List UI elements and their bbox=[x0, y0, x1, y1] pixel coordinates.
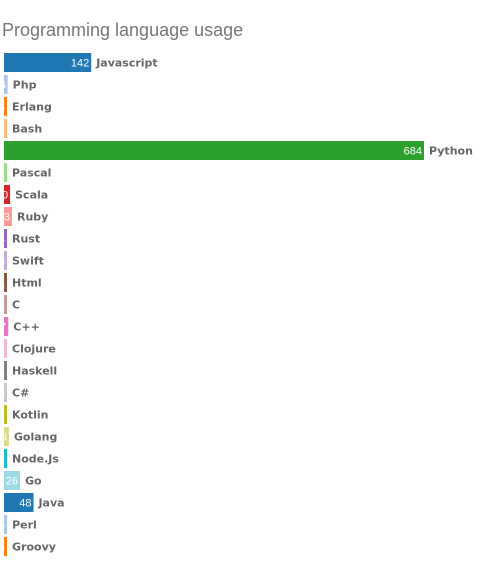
bar-value-label: 3 bbox=[0, 256, 5, 268]
bar-value-label: 1 bbox=[0, 278, 5, 290]
bar-kotlin bbox=[4, 405, 7, 424]
bar-erlang bbox=[4, 97, 7, 116]
bar-category-label: Php bbox=[13, 79, 37, 92]
bar-row-java: 48 Java bbox=[4, 493, 65, 512]
bar-category-label: Ruby bbox=[17, 211, 48, 224]
bar-go bbox=[4, 471, 20, 490]
bar-row-groovy: 4 Groovy bbox=[0, 537, 56, 556]
bar-row-node-js: 2 Node.Js bbox=[0, 449, 59, 468]
bar-category-label: C++ bbox=[13, 321, 40, 334]
bar-category-label: Erlang bbox=[12, 101, 52, 114]
bar-c bbox=[4, 295, 7, 314]
bar-value-label: 4 bbox=[0, 300, 5, 312]
bar-java bbox=[4, 493, 34, 512]
bar-scala bbox=[4, 185, 11, 204]
bar-value-label: 4 bbox=[0, 542, 5, 554]
bar-value-label: 1 bbox=[0, 366, 5, 378]
bar-category-label: Rust bbox=[12, 233, 40, 246]
bar-category-label: Javascript bbox=[95, 57, 158, 70]
bar-value-label: 48 bbox=[19, 498, 31, 510]
bar-ruby bbox=[4, 207, 12, 226]
bar-row-python: 684 Python bbox=[4, 141, 473, 160]
bar-row-go: 26 Go bbox=[4, 471, 42, 490]
bar-python bbox=[4, 141, 424, 160]
bar-category-label: C bbox=[12, 299, 20, 312]
bar-row-php: 6 Php bbox=[0, 75, 37, 94]
bar-row-ruby: 13 Ruby bbox=[0, 207, 48, 226]
bar-category-label: Pascal bbox=[12, 167, 51, 180]
bar-value-label: 1 bbox=[0, 344, 5, 356]
bar-rust bbox=[4, 229, 7, 248]
bar-row-haskell: 1 Haskell bbox=[0, 361, 57, 380]
bar-bash bbox=[4, 119, 7, 138]
bar-groovy bbox=[4, 537, 7, 556]
bar-value-label: 1 bbox=[0, 168, 5, 180]
bar-category-label: Node.Js bbox=[12, 453, 59, 466]
bar-javascript bbox=[4, 53, 92, 72]
bar-value-label: 684 bbox=[404, 146, 422, 158]
bar-category-label: Python bbox=[429, 145, 473, 158]
bar-row-clojure: 1 Clojure bbox=[0, 339, 56, 358]
bar-value-label: 6 bbox=[0, 80, 6, 92]
bar-value-label: 7 bbox=[0, 322, 6, 334]
bar-category-label: Scala bbox=[15, 189, 48, 202]
bar-category-label: Groovy bbox=[12, 541, 56, 554]
bar-category-label: Java bbox=[37, 497, 64, 510]
bar-category-label: Html bbox=[12, 277, 42, 290]
bar-value-label: 3 bbox=[0, 388, 5, 400]
bar-row-golang: 8 Golang bbox=[1, 427, 57, 446]
bar-row-rust: 4 Rust bbox=[0, 229, 40, 248]
bar-row-html: 1 Html bbox=[0, 273, 42, 292]
bar-swift bbox=[4, 251, 7, 270]
bar-row-kotlin: 1 Kotlin bbox=[0, 405, 49, 424]
bar-value-label: 1 bbox=[0, 410, 5, 422]
bar-html bbox=[4, 273, 7, 292]
bar-node-js bbox=[4, 449, 7, 468]
bar-row-erlang: 3 Erlang bbox=[0, 97, 52, 116]
bar-row-perl: 5 Perl bbox=[0, 515, 37, 534]
bar-row-c: 3 C# bbox=[0, 383, 29, 402]
bar-category-label: Clojure bbox=[12, 343, 56, 356]
bar-category-label: Go bbox=[25, 475, 42, 488]
bar-row-pascal: 1 Pascal bbox=[0, 163, 51, 182]
bar-value-label: 4 bbox=[0, 234, 5, 246]
bar-value-label: 5 bbox=[0, 520, 5, 532]
bar-value-label: 1 bbox=[0, 124, 5, 136]
bar-haskell bbox=[4, 361, 7, 380]
bar-c bbox=[4, 317, 9, 336]
bar-golang bbox=[4, 427, 9, 446]
bar-c bbox=[4, 383, 7, 402]
bar-category-label: Bash bbox=[12, 123, 42, 136]
bar-category-label: C# bbox=[12, 387, 29, 400]
bar-category-label: Perl bbox=[12, 519, 37, 532]
bar-category-label: Kotlin bbox=[12, 409, 49, 422]
bar-value-label: 142 bbox=[71, 58, 89, 70]
bar-category-label: Haskell bbox=[12, 365, 57, 378]
bar-value-label: 3 bbox=[0, 102, 5, 114]
bar-category-label: Golang bbox=[14, 431, 57, 444]
bar-perl bbox=[4, 515, 8, 534]
bar-pascal bbox=[4, 163, 7, 182]
bar-value-label: 13 bbox=[0, 212, 10, 224]
bar-value-label: 2 bbox=[0, 454, 5, 466]
bar-row-javascript: 142 Javascript bbox=[4, 53, 158, 72]
bar-value-label: 8 bbox=[1, 432, 7, 444]
bar-row-swift: 3 Swift bbox=[0, 251, 44, 270]
bar-row-scala: 10 Scala bbox=[0, 185, 48, 204]
bar-category-label: Swift bbox=[12, 255, 44, 268]
bar-row-c: 7 C++ bbox=[0, 317, 40, 336]
bar-clojure bbox=[4, 339, 7, 358]
chart-title: Programming language usage bbox=[2, 20, 244, 40]
bar-php bbox=[4, 75, 8, 94]
bar-value-label: 10 bbox=[0, 190, 8, 202]
bar-row-bash: 1 Bash bbox=[0, 119, 42, 138]
bar-value-label: 26 bbox=[6, 476, 18, 488]
